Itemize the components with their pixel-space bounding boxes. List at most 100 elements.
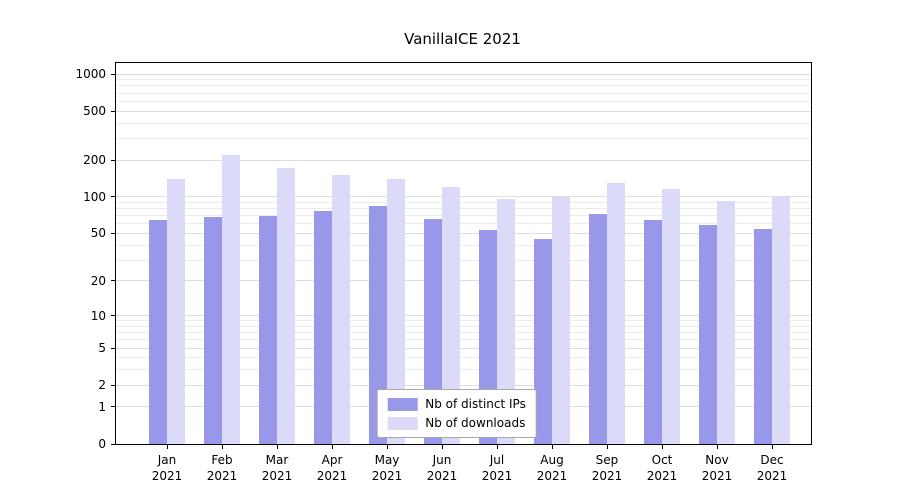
gridline	[116, 215, 811, 217]
bar-ips-3	[314, 211, 332, 444]
legend-label-downloads: Nb of downloads	[425, 416, 526, 430]
x-tick-mark	[662, 444, 663, 449]
bar-ips-4	[369, 206, 387, 444]
bar-downloads-3	[332, 174, 350, 444]
x-tick-label: Mar 2021	[261, 453, 293, 484]
y-tick-mark	[111, 384, 116, 386]
gridline	[116, 325, 811, 327]
y-tick-label: 1	[98, 399, 106, 414]
bar-downloads-4	[387, 179, 405, 444]
gridline	[116, 320, 811, 322]
bar-downloads-10	[717, 201, 735, 444]
bar-downloads-9	[662, 189, 680, 444]
y-tick-mark	[111, 196, 116, 198]
gridline-major	[116, 232, 811, 234]
gridline-major	[116, 315, 811, 317]
bar-ips-5	[424, 218, 442, 444]
bar-ips-7	[534, 238, 552, 444]
gridline-major	[116, 110, 811, 112]
bar-downloads-1	[222, 154, 240, 444]
x-tick-mark	[607, 444, 608, 449]
x-tick-mark	[387, 444, 388, 449]
gridline-major	[116, 196, 811, 198]
y-tick-mark	[111, 110, 116, 112]
y-tick-mark	[111, 280, 116, 282]
x-tick-label: Oct 2021	[646, 453, 678, 484]
y-tick-label: 0	[98, 437, 106, 451]
gridline	[116, 122, 811, 124]
bar-downloads-2	[277, 168, 295, 444]
bar-downloads-6	[497, 199, 515, 444]
legend: Nb of distinct IPs Nb of downloads	[376, 389, 537, 438]
y-tick-label: 5	[98, 341, 106, 356]
gridline	[116, 208, 811, 210]
y-tick-mark	[111, 73, 116, 75]
x-tick-label: Sep 2021	[591, 453, 623, 484]
gridline-major	[116, 73, 811, 75]
gridline	[116, 79, 811, 81]
x-tick-mark	[552, 444, 553, 449]
y-tick-label: 10	[90, 308, 106, 323]
gridline	[116, 244, 811, 246]
legend-swatch-downloads	[387, 416, 418, 430]
x-tick-mark	[497, 444, 498, 449]
y-tick-label: 50	[90, 226, 106, 241]
legend-label-distinct-ips: Nb of distinct IPs	[425, 397, 526, 411]
gridline	[116, 339, 811, 341]
gridline-major	[116, 280, 811, 282]
bar-ips-8	[589, 213, 607, 444]
gridline	[116, 100, 811, 102]
y-tick-label: 2	[98, 378, 106, 393]
x-tick-mark	[277, 444, 278, 449]
gridline-major	[116, 159, 811, 161]
y-tick-mark	[111, 232, 116, 234]
y-tick-label: 200	[83, 153, 106, 167]
gridline-major	[116, 347, 811, 349]
x-tick-label: Jan 2021	[151, 453, 183, 484]
gridline	[116, 332, 811, 334]
x-tick-mark	[442, 444, 443, 449]
y-tick-label: 1000	[75, 67, 106, 82]
gridline	[116, 201, 811, 203]
gridline	[116, 369, 811, 371]
bar-downloads-5	[442, 187, 460, 444]
x-tick-label: Apr 2021	[316, 453, 348, 484]
legend-swatch-distinct-ips	[387, 397, 418, 411]
x-tick-label: May 2021	[371, 453, 403, 484]
bar-ips-9	[644, 220, 662, 444]
bar-downloads-7	[552, 196, 570, 444]
legend-item-downloads: Nb of downloads	[387, 416, 526, 430]
bar-ips-2	[259, 215, 277, 444]
bar-downloads-8	[607, 182, 625, 444]
bar-ips-1	[204, 216, 222, 444]
x-tick-mark	[772, 444, 773, 449]
plot-area: Nb of distinct IPs Nb of downloads 0 1 2 5 1…	[75, 62, 812, 483]
x-tick-label: Jun 2021	[426, 453, 458, 484]
y-tick-mark	[111, 443, 116, 445]
x-tick-mark	[332, 444, 333, 449]
y-tick-label: 500	[83, 104, 106, 119]
y-tick-mark	[111, 315, 116, 317]
y-tick-label: 100	[83, 189, 106, 204]
legend-item-distinct-ips: Nb of distinct IPs	[387, 397, 526, 411]
bar-ips-0	[149, 220, 167, 444]
x-tick-label: Jul 2021	[481, 453, 513, 484]
x-tick-mark	[222, 444, 223, 449]
bar-downloads-11	[772, 196, 790, 444]
x-tick-label: Feb 2021	[206, 453, 238, 484]
y-tick-mark	[111, 159, 116, 161]
y-tick-label: 20	[90, 273, 106, 288]
x-tick-mark	[167, 444, 168, 449]
y-tick-mark	[111, 347, 116, 349]
x-tick-mark	[717, 444, 718, 449]
x-tick-label: Nov 2021	[701, 453, 733, 484]
bar-ips-10	[699, 224, 717, 444]
gridline	[116, 259, 811, 261]
gridline	[116, 92, 811, 94]
x-tick-label: Dec 2021	[756, 453, 788, 484]
gridline	[116, 85, 811, 87]
y-tick-mark	[111, 406, 116, 408]
bar-downloads-0	[167, 179, 185, 444]
gridline	[116, 223, 811, 225]
gridline	[116, 357, 811, 359]
